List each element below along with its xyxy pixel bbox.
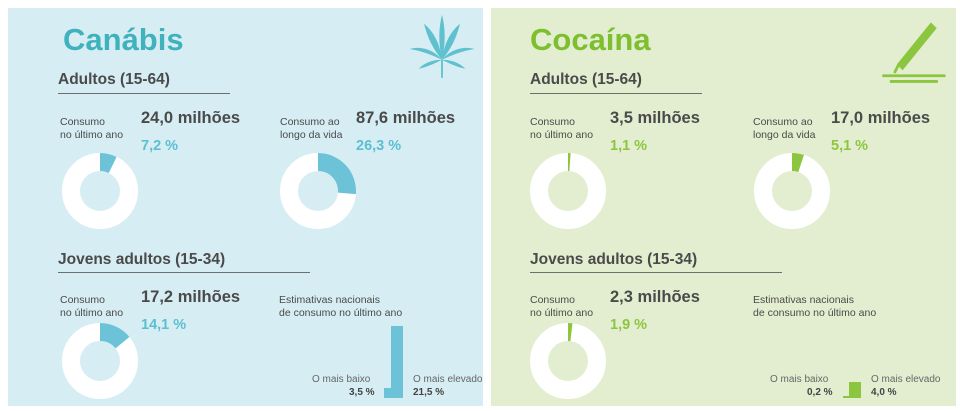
- last-year-label: Consumo no último ano: [530, 116, 594, 141]
- highest-label: O mais elevado: [871, 374, 941, 385]
- young-last-year-label: Consumo no último ano: [60, 294, 124, 319]
- lowest-label: O mais baixo: [312, 374, 371, 385]
- young-last-year-value: 17,2 milhões: [141, 288, 241, 306]
- adults-lifetime-donut: [280, 153, 356, 229]
- last-year-label: Consumo no último ano: [60, 116, 124, 141]
- lowest-value: 0,2 %: [807, 387, 833, 398]
- young-section-title: Jovens adultos (15-34): [530, 251, 698, 268]
- lowest-value: 3,5 %: [349, 387, 375, 398]
- young-last-year-label: Consumo no último ano: [530, 294, 594, 319]
- adults-lifetime-value: 17,0 milhões: [831, 109, 931, 127]
- young-last-year-pct: 14,1 %: [141, 317, 187, 333]
- young-last-year-value: 2,3 milhões: [610, 288, 700, 306]
- lowest-bar: [384, 388, 396, 398]
- estimates-label: Estimativas nacionais de consumo no últim…: [753, 294, 877, 319]
- adults-section-title: Adultos (15-64): [530, 71, 642, 88]
- highest-label: O mais elevado: [413, 374, 483, 385]
- adults-lifetime-value: 87,6 milhões: [356, 109, 456, 127]
- adults-lifetime-pct: 26,3 %: [356, 138, 402, 154]
- adults-lifetime-donut: [754, 153, 830, 229]
- young-last-year-pct: 1,9 %: [610, 317, 648, 333]
- young-section-rule: [530, 272, 782, 273]
- cannabis-leaf-icon: [409, 14, 475, 78]
- adults-last-year-pct: 1,1 %: [610, 138, 648, 154]
- panel-title: Cocaína: [530, 22, 651, 57]
- highest-bar: [849, 382, 861, 398]
- highest-value: 4,0 %: [871, 387, 897, 398]
- donut-value-slice: [568, 323, 573, 342]
- adults-section-title: Adultos (15-64): [58, 71, 170, 88]
- adults-last-year-value: 24,0 milhões: [141, 109, 241, 127]
- cocaine-line-straw-icon: [882, 22, 946, 83]
- adults-last-year-donut: [530, 153, 606, 229]
- donut-value-slice: [100, 153, 117, 174]
- cannabis-panel: Canábis Adultos (15-64) Consumo no último…: [8, 8, 483, 406]
- estimates-label: Estimativas nacionais de consumo no últim…: [279, 294, 403, 319]
- donut-value-slice: [318, 153, 356, 195]
- highest-bar: [391, 326, 403, 398]
- donut-value-slice: [568, 153, 571, 172]
- young-last-year-donut: [530, 323, 606, 399]
- donut-value-slice: [100, 323, 130, 349]
- adults-lifetime-pct: 5,1 %: [831, 138, 869, 154]
- cocaine-panel: Cocaína Adultos (15-64) Consumo no último…: [491, 8, 956, 406]
- adults-last-year-value: 3,5 milhões: [610, 109, 700, 127]
- panel-title: Canábis: [63, 22, 184, 57]
- lifetime-label: Consumo ao longo da vida: [280, 116, 343, 141]
- adults-section-rule: [530, 93, 702, 94]
- lowest-label: O mais baixo: [770, 374, 829, 385]
- young-section-rule: [58, 272, 310, 273]
- adults-last-year-donut: [62, 153, 138, 229]
- lifetime-label: Consumo ao longo da vida: [753, 116, 816, 141]
- young-last-year-donut: [62, 323, 138, 399]
- highest-value: 21,5 %: [413, 387, 445, 398]
- young-section-title: Jovens adultos (15-34): [58, 251, 226, 268]
- adults-last-year-pct: 7,2 %: [141, 138, 179, 154]
- adults-section-rule: [58, 93, 230, 94]
- donut-value-slice: [792, 153, 804, 173]
